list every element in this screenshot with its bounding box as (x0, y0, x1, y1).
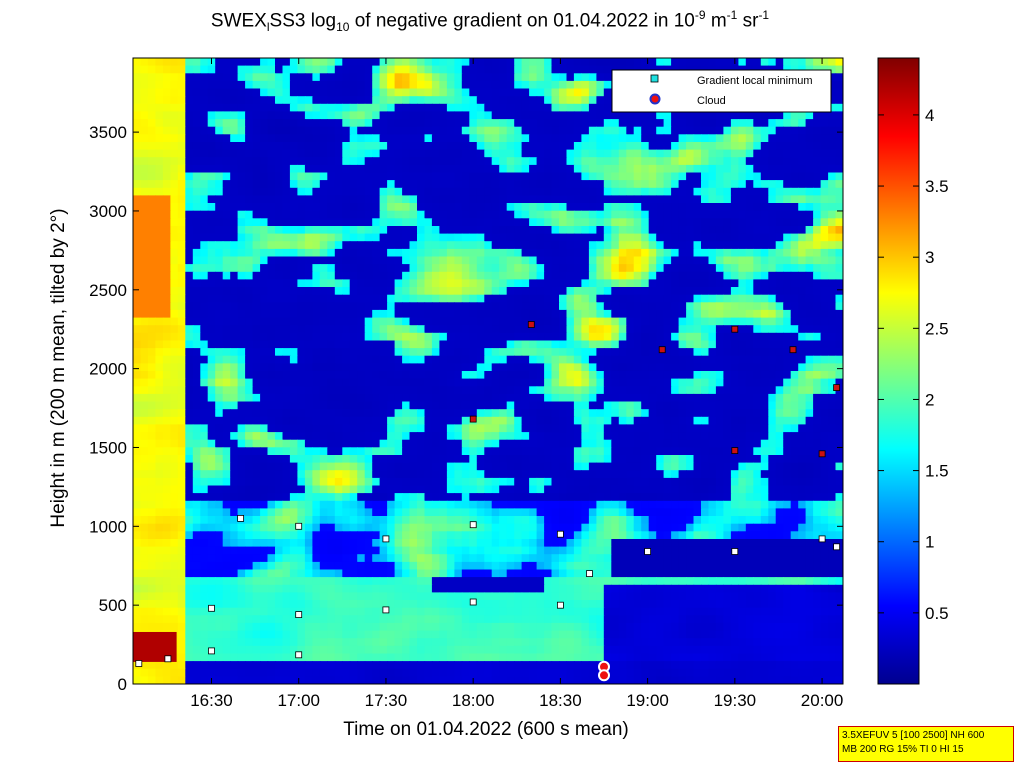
x-tick-label: 19:30 (714, 691, 757, 710)
gradient-minimum-marker (789, 346, 797, 354)
x-axis-label: Time on 01.04.2022 (600 s mean) (343, 719, 629, 740)
gradient-minimum-marker (818, 535, 826, 543)
legend-gradient-label: Gradient local minimum (697, 75, 813, 87)
gradient-minimum-marker (731, 548, 739, 555)
x-tick-label: 19:00 (626, 691, 669, 710)
gradient-minimum-marker (586, 570, 593, 577)
x-tick-label: 17:30 (365, 691, 408, 710)
gradient-minimum-marker (382, 535, 390, 543)
gradient-minimum-marker (557, 530, 564, 538)
colorbar-tick-label: 1.5 (925, 462, 949, 481)
gradient-minimum-marker (658, 346, 666, 354)
legend: Gradient local minimum Cloud (611, 69, 832, 113)
y-tick-label: 3500 (89, 123, 127, 142)
gradient-minimum-marker (557, 601, 564, 609)
y-tick-label: 1500 (89, 438, 127, 457)
gradient-minimum-marker (164, 655, 172, 663)
y-tick-label: 0 (118, 675, 127, 694)
x-tick-label: 17:00 (277, 691, 320, 710)
gradient-minimum-marker (527, 321, 535, 328)
x-tick-label: 18:00 (452, 691, 495, 710)
chart-title: SWEXlSS3 log10 of negative gradient on 0… (210, 8, 770, 35)
gradient-minimum-marker (644, 548, 651, 555)
plot-frame (132, 57, 844, 685)
colorbar-ticks: 0.5 1 1.5 2 2.5 3 3.5 4 (878, 106, 949, 623)
colorbar-tick-label: 3 (925, 248, 934, 267)
gradient-minimum-marker (295, 651, 303, 659)
info-line-2: MB 200 RG 15% TI 0 HI 15 (842, 744, 964, 755)
colorbar-tick-label: 1 (925, 533, 934, 552)
y-tick-label: 2000 (89, 360, 127, 379)
gradient-minimum-marker (208, 604, 215, 612)
gradient-minimum-marker (382, 606, 390, 614)
gradient-minimum-marker (731, 325, 739, 333)
marker-layer (135, 321, 840, 682)
info-line-1: 3.5XEFUV 5 [100 2500] NH 600 (842, 730, 985, 741)
cloud-marker (598, 669, 610, 682)
x-tick-label: 20:00 (801, 691, 844, 710)
gradient-minimum-marker (731, 447, 739, 455)
y-tick-label: 500 (99, 596, 127, 615)
y-axis-label: Height in m (200 m mean, tilted by 2°) (48, 208, 69, 527)
heatmap-field (133, 58, 843, 684)
colorbar (877, 57, 920, 685)
legend-cloud-marker (649, 93, 661, 105)
colorbar-tick-label: 0.5 (925, 604, 949, 623)
colorbar-tick-label: 2 (925, 390, 934, 409)
legend-gradient-marker (650, 74, 659, 83)
info-box: 3.5XEFUV 5 [100 2500] NH 600 MB 200 RG 1… (838, 726, 1014, 762)
gradient-minimum-marker (833, 384, 840, 392)
colorbar-tick-label: 4 (925, 106, 934, 125)
gradient-minimum-marker (469, 521, 477, 529)
y-axis: 0 500 1000 1500 2000 2500 3000 3500 (89, 123, 843, 694)
gradient-minimum-marker (295, 611, 303, 618)
colorbar-tick-label: 2.5 (925, 319, 949, 338)
x-tick-label: 16:30 (190, 691, 233, 710)
gradient-minimum-marker (237, 515, 245, 522)
gradient-minimum-marker (833, 543, 840, 551)
gradient-minimum-marker (135, 660, 143, 667)
legend-cloud-label: Cloud (697, 95, 726, 107)
y-tick-label: 1000 (89, 517, 127, 536)
gradient-minimum-marker (295, 522, 303, 530)
x-tick-label: 18:30 (539, 691, 582, 710)
colorbar-tick-label: 3.5 (925, 177, 949, 196)
y-tick-label: 2500 (89, 281, 127, 300)
gradient-minimum-marker (208, 647, 215, 655)
x-axis: 16:30 17:00 17:30 18:00 18:30 19:00 19:30 20:00 (190, 58, 843, 710)
gradient-minimum-marker (818, 450, 826, 458)
y-tick-label: 3000 (89, 202, 127, 221)
gradient-minimum-marker (469, 415, 477, 423)
gradient-minimum-marker (469, 598, 477, 606)
